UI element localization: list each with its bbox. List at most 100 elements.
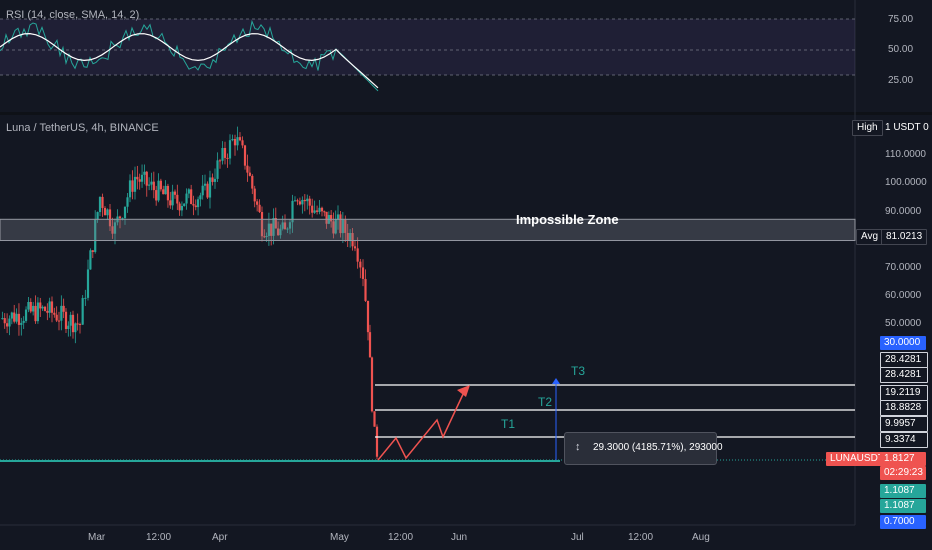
candle-body bbox=[279, 228, 282, 236]
candle-body bbox=[373, 411, 376, 427]
candle-body bbox=[260, 212, 264, 237]
candle-body bbox=[283, 222, 287, 230]
price-tag-t3-b-text: 28.4281 bbox=[885, 369, 922, 380]
candle-body bbox=[213, 178, 217, 182]
candle-body bbox=[126, 197, 129, 207]
high-label: High bbox=[857, 122, 878, 133]
candle-body bbox=[325, 211, 328, 224]
countdown-text: 02:29:23 bbox=[884, 467, 923, 478]
rsi-line bbox=[0, 19, 379, 92]
candle-body bbox=[150, 181, 153, 185]
projection-arrowhead bbox=[457, 385, 470, 397]
rsi-tick-25: 25.00 bbox=[888, 75, 914, 86]
candle-body bbox=[248, 172, 251, 176]
price-tag-t2-b: 18.8828 bbox=[880, 400, 928, 416]
candle-body bbox=[121, 218, 124, 220]
candle-body bbox=[265, 235, 268, 238]
candle-body bbox=[272, 217, 275, 236]
candle-body bbox=[315, 210, 319, 212]
candle-body bbox=[53, 312, 56, 315]
candle-body bbox=[118, 216, 122, 219]
candle-body bbox=[169, 200, 172, 206]
measure-icon: ↕ bbox=[575, 441, 581, 453]
target-t2-label: T2 bbox=[538, 395, 553, 409]
candle-body bbox=[89, 250, 92, 270]
measure-arrowhead bbox=[552, 378, 560, 384]
candle-body bbox=[10, 312, 13, 319]
candle-body bbox=[178, 203, 181, 211]
candle-body bbox=[336, 214, 340, 220]
candle-body bbox=[48, 301, 51, 313]
candle-body bbox=[152, 181, 155, 191]
candle-body bbox=[173, 191, 177, 195]
symbol-title: Luna / TetherUS, 4h, BINANCE bbox=[6, 122, 159, 134]
candle-body bbox=[1, 318, 4, 320]
candle-body bbox=[128, 180, 132, 198]
candle-body bbox=[364, 278, 367, 301]
candle-body bbox=[226, 157, 229, 159]
candle-body bbox=[106, 209, 109, 216]
candle-body bbox=[162, 189, 165, 195]
candle-body bbox=[20, 322, 23, 325]
rsi-background-band bbox=[0, 19, 855, 75]
candle-body bbox=[223, 147, 227, 158]
candle-body bbox=[253, 188, 256, 202]
candle-body bbox=[171, 191, 174, 206]
candle-body bbox=[303, 199, 306, 202]
candle-body bbox=[196, 199, 200, 208]
candle-body bbox=[203, 183, 207, 186]
candle-body bbox=[246, 165, 249, 173]
candle-body bbox=[41, 306, 44, 309]
candle-body bbox=[375, 426, 379, 457]
time-label-1200-c: 12:00 bbox=[628, 532, 654, 543]
candle-body bbox=[194, 205, 197, 208]
candle-body bbox=[366, 300, 370, 333]
rsi-tick-75: 75.00 bbox=[888, 14, 914, 25]
candle-body bbox=[101, 196, 104, 208]
candle-body bbox=[113, 222, 117, 234]
impossible-zone-band bbox=[0, 218, 856, 242]
candle-body bbox=[349, 233, 352, 241]
avg-value-tag: 81.0213 bbox=[881, 229, 928, 245]
low-tag-a: 1.1087 bbox=[880, 484, 926, 498]
avg-label: Avg bbox=[861, 231, 879, 242]
candle-body bbox=[145, 171, 148, 186]
candlestick-series bbox=[1, 126, 379, 460]
pane-separator bbox=[0, 112, 932, 115]
high-label-tag: High bbox=[852, 120, 883, 136]
price-tick-90: 90.0000 bbox=[885, 206, 922, 217]
candle-body bbox=[368, 332, 372, 358]
price-tag-t2-a: 19.2119 bbox=[880, 385, 928, 401]
candle-body bbox=[148, 184, 151, 186]
candle-body bbox=[288, 222, 292, 229]
time-label-may: May bbox=[330, 532, 349, 543]
price-tag-t1-b: 9.3374 bbox=[880, 432, 928, 448]
candle-body bbox=[187, 189, 190, 194]
candle-body bbox=[74, 323, 77, 333]
measure-tooltip: ↕ 29.3000 (4185.71%), 293000 bbox=[564, 432, 723, 465]
candle-body bbox=[311, 205, 314, 213]
price-tag-30: 30.0000 bbox=[880, 336, 926, 350]
candle-body bbox=[256, 201, 259, 205]
candle-body bbox=[64, 311, 68, 330]
candle-body bbox=[24, 309, 28, 321]
candle-body bbox=[313, 210, 316, 213]
candle-body bbox=[241, 140, 244, 146]
candle-body bbox=[86, 269, 90, 298]
candle-body bbox=[192, 204, 195, 206]
candle-body bbox=[218, 160, 222, 162]
candle-body bbox=[320, 207, 324, 212]
candle-body bbox=[34, 305, 37, 322]
candle-body bbox=[138, 179, 141, 182]
candle-body bbox=[274, 217, 277, 229]
candle-body bbox=[211, 177, 214, 182]
countdown-tag: 02:29:23 bbox=[880, 466, 926, 480]
price-tag-t2-b-text: 18.8828 bbox=[885, 402, 922, 413]
target-t3-label: T3 bbox=[571, 364, 586, 378]
candle-body bbox=[43, 306, 47, 311]
price-tag-t3-b: 28.4281 bbox=[880, 367, 928, 383]
candle-body bbox=[50, 301, 54, 313]
candle-body bbox=[291, 200, 294, 223]
candle-body bbox=[318, 207, 321, 212]
